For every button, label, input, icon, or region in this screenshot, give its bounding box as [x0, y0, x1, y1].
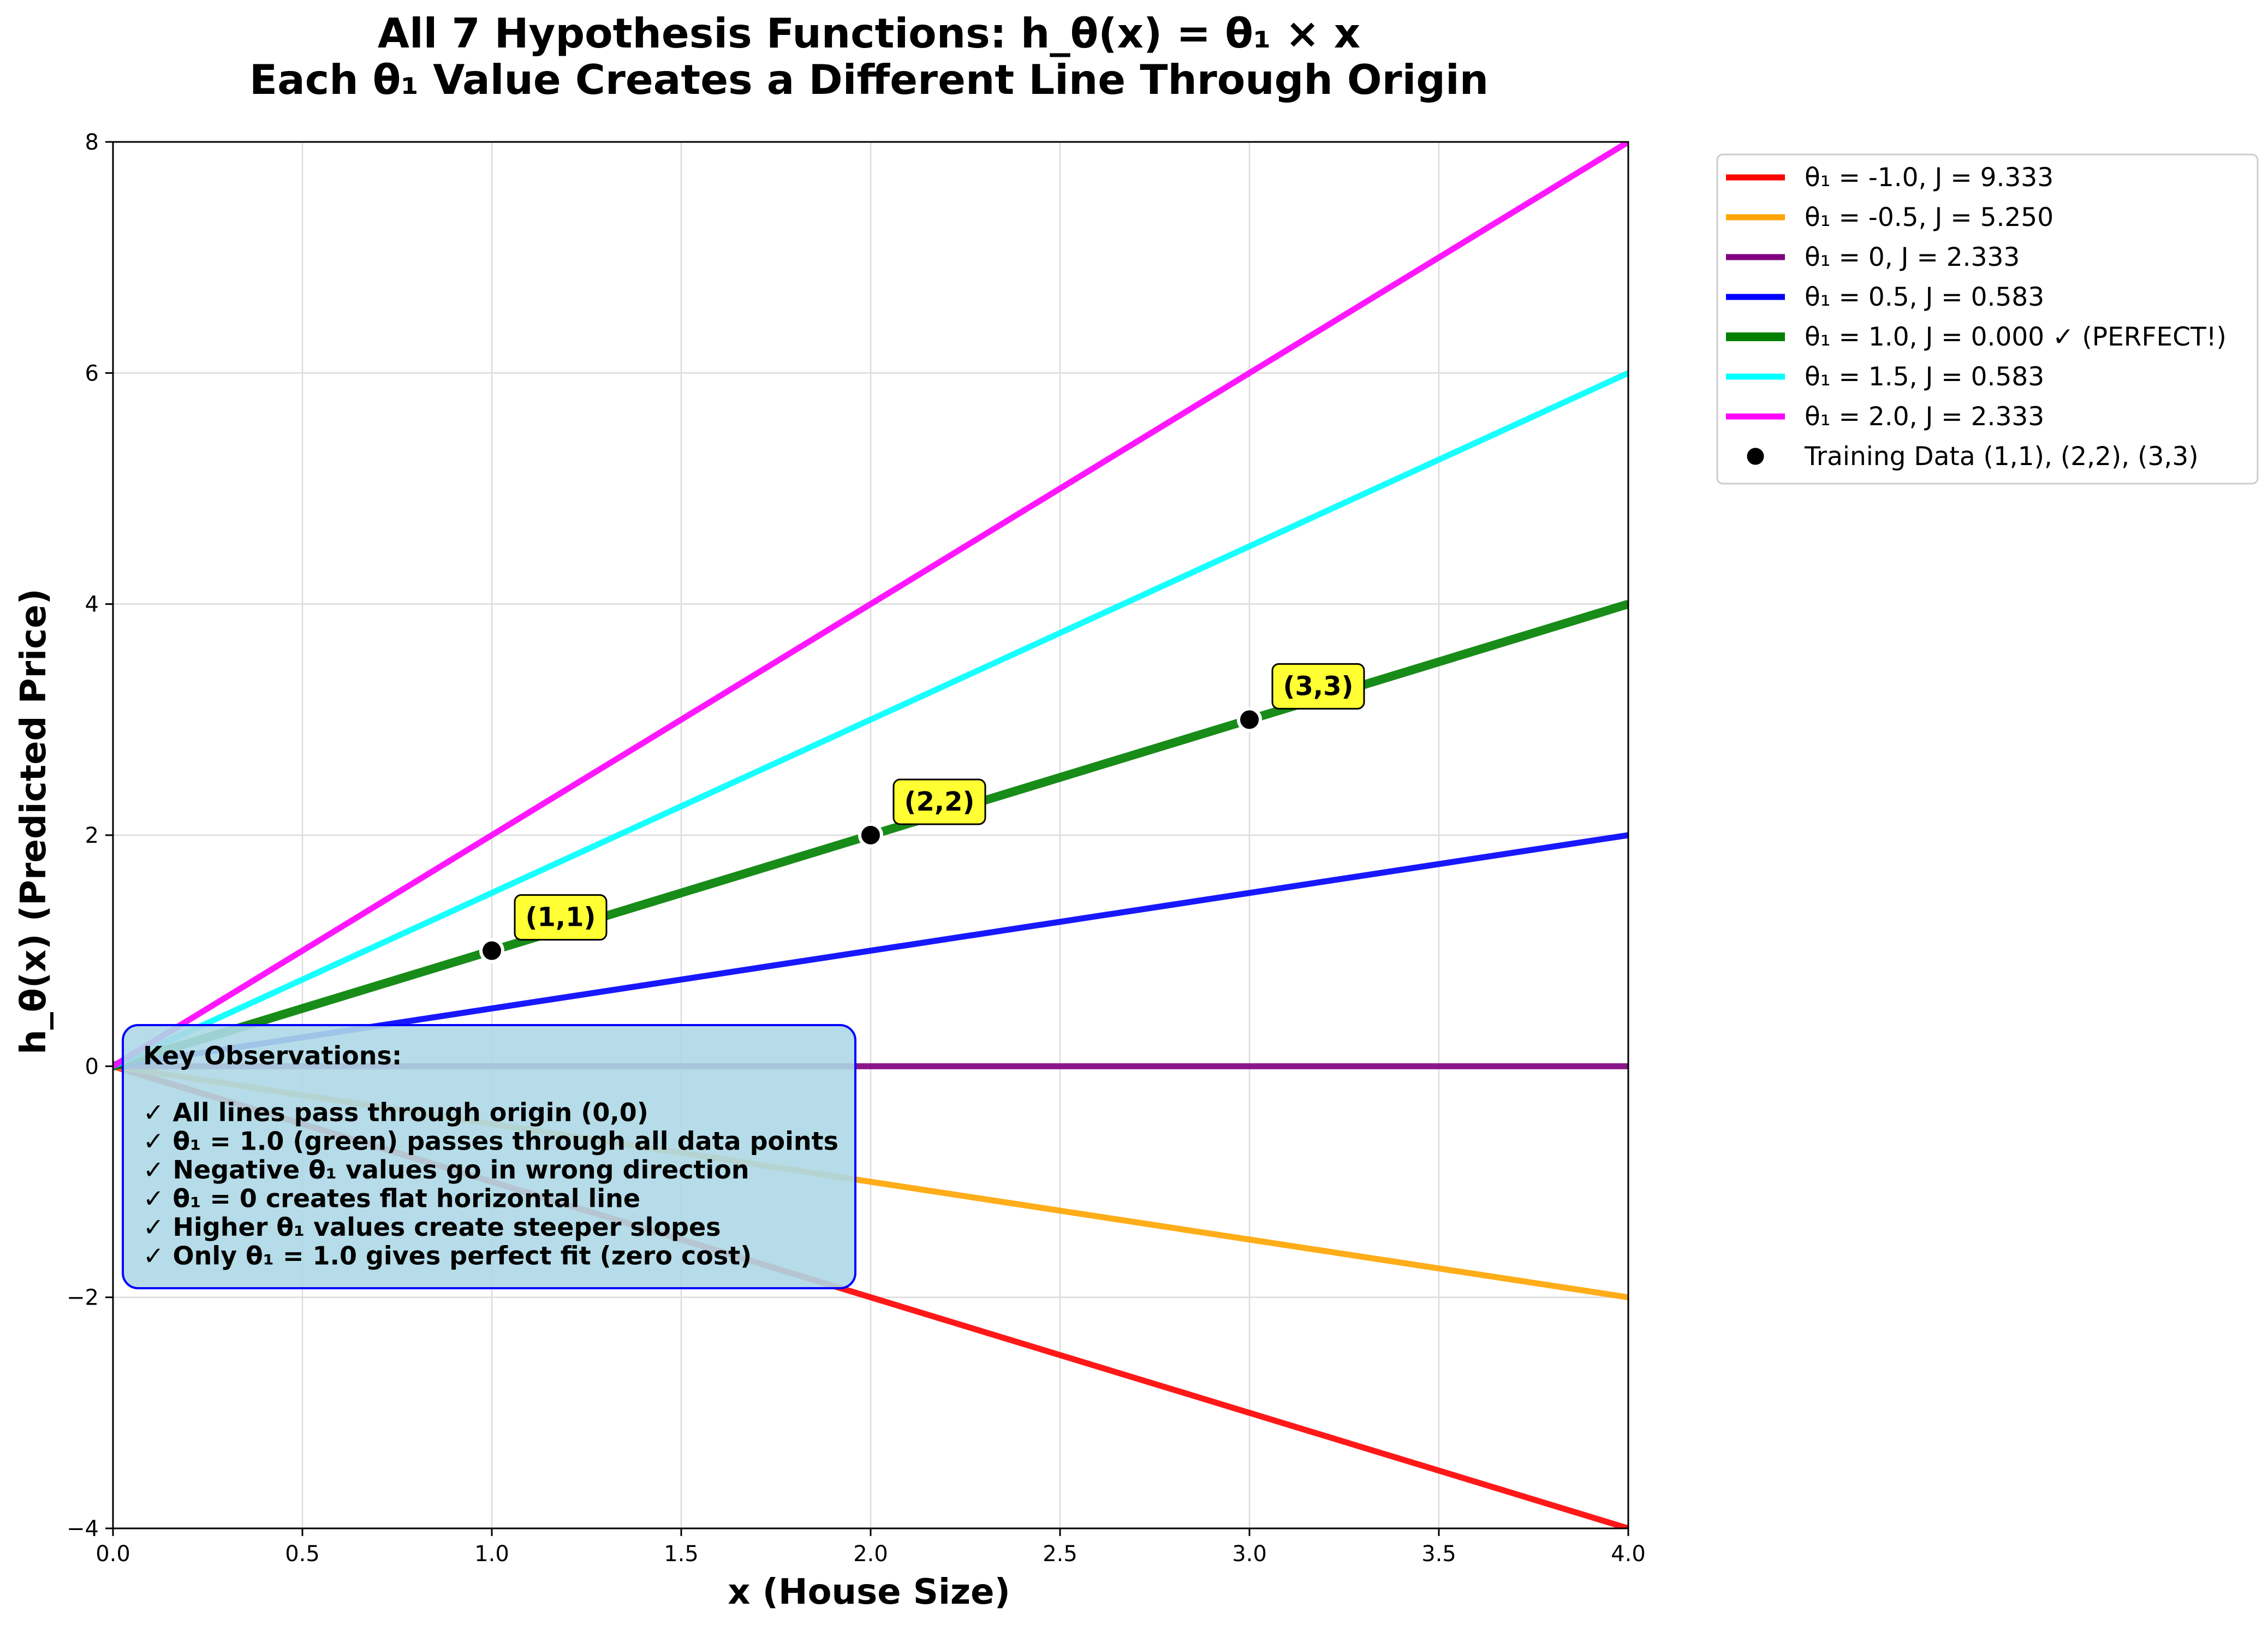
training-point-label-box-0: [514, 894, 608, 941]
axes-layer: 0.0 0.5 1.0 1.5 2.0 2.5 3.0 3.5 4.0 −4 −2 0 2 4 6 8: [67, 130, 1646, 1567]
y-tick-label-6: 8: [85, 130, 99, 155]
legend-label-3: θ₁ = 0.5, J = 0.583: [1805, 282, 2044, 312]
y-tick-label-2: 0: [85, 1054, 99, 1079]
training-point-1: [858, 823, 883, 848]
observation-item-2: ✓ Negative θ₁ values go in wrong directi…: [143, 1155, 749, 1184]
x-tick-label-1: 0.5: [285, 1541, 320, 1567]
x-tick-label-4: 2.0: [853, 1541, 888, 1567]
observations-heading: Key Observations:: [143, 1041, 402, 1070]
legend-label-6: θ₁ = 2.0, J = 2.333: [1805, 402, 2044, 432]
observations-box: Key Observations: ✓ All lines pass throug…: [122, 1024, 856, 1289]
x-tick-label-5: 2.5: [1043, 1541, 1078, 1567]
training-point-0: [479, 938, 504, 963]
chart-title-line-2: Each θ₁ Value Creates a Different Line T…: [249, 56, 1489, 104]
observations-box-bg: [122, 1024, 856, 1289]
observation-item-3: ✓ θ₁ = 0 creates flat horizontal line: [143, 1184, 640, 1213]
observation-item-4: ✓ Higher θ₁ values create steeper slopes: [143, 1212, 721, 1242]
legend: θ₁ = -1.0, J = 9.333 θ₁ = -0.5, J = 5.250…: [1716, 153, 2259, 485]
series-line-5: [113, 370, 1628, 1069]
legend-label-1: θ₁ = -0.5, J = 5.250: [1805, 203, 2053, 233]
y-tick-label-0: −4: [67, 1516, 99, 1541]
training-point-label-1: (2,2): [904, 787, 975, 817]
x-axis-label: x (House Size): [728, 1572, 1010, 1612]
labels-layer: x (House Size) h_θ(x) (Predicted Price): [14, 588, 1010, 1612]
training-point-label-box-2: [1271, 663, 1365, 710]
y-tick-label-5: 6: [85, 361, 99, 386]
y-tick-label-1: −2: [67, 1285, 99, 1311]
legend-swatch-training: [1744, 445, 1767, 468]
training-point-label-box-1: [892, 778, 986, 825]
chart-title-line-1: All 7 Hypothesis Functions: h_θ(x) = θ₁ …: [378, 9, 1360, 57]
training-point-2: [1237, 707, 1262, 733]
legend-label-training: Training Data (1,1), (2,2), (3,3): [1804, 442, 2199, 472]
x-tick-label-6: 3.0: [1232, 1541, 1267, 1567]
title-layer: All 7 Hypothesis Functions: h_θ(x) = θ₁ …: [249, 9, 1489, 104]
observation-item-5: ✓ Only θ₁ = 1.0 gives perfect fit (zero …: [143, 1241, 752, 1271]
series-line-6: [113, 142, 1628, 1069]
x-tick-label-2: 1.0: [474, 1541, 509, 1567]
legend-label-0: θ₁ = -1.0, J = 9.333: [1805, 163, 2053, 193]
legend-label-5: θ₁ = 1.5, J = 0.583: [1805, 362, 2044, 392]
observation-item-1: ✓ θ₁ = 1.0 (green) passes through all da…: [143, 1127, 838, 1156]
training-point-label-0: (1,1): [526, 902, 596, 933]
y-axis-label: h_θ(x) (Predicted Price): [14, 588, 54, 1055]
legend-frame: [1716, 153, 2259, 485]
x-tick-label-0: 0.0: [96, 1541, 130, 1567]
x-tick-label-8: 4.0: [1611, 1541, 1646, 1567]
legend-label-2: θ₁ = 0, J = 2.333: [1805, 242, 2020, 272]
plot-area: (1,1) (2,2) (3,3) Key Observations: ✓ All li…: [113, 142, 1628, 1528]
y-tick-label-4: 4: [85, 592, 99, 617]
observation-item-0: ✓ All lines pass through origin (0,0): [143, 1098, 648, 1127]
training-point-label-2: (3,3): [1283, 671, 1354, 701]
y-tick-label-3: 2: [85, 823, 99, 848]
x-tick-label-7: 3.5: [1421, 1541, 1456, 1567]
legend-label-4: θ₁ = 1.0, J = 0.000 ✓ (PERFECT!): [1805, 322, 2227, 352]
x-tick-label-3: 1.5: [664, 1541, 699, 1567]
